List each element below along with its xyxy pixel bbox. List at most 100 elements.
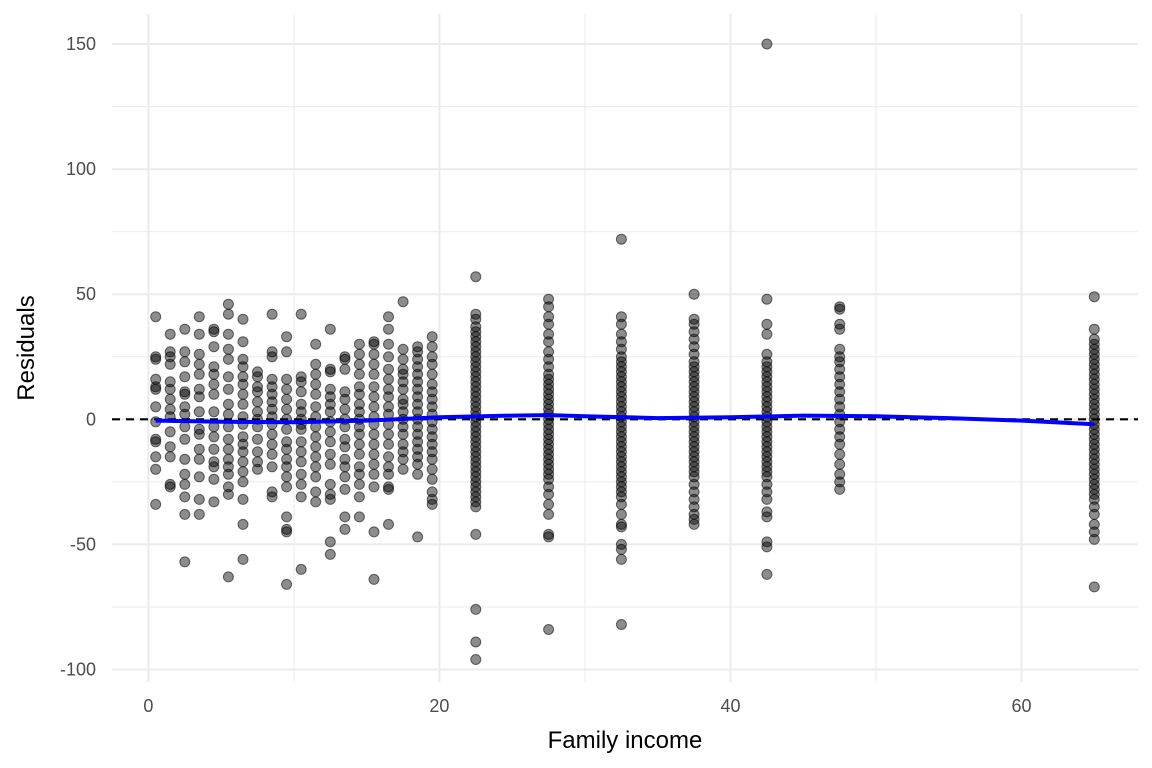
residual-point bbox=[281, 523, 293, 535]
residual-point bbox=[543, 336, 555, 348]
residual-point bbox=[310, 486, 322, 498]
residual-point bbox=[164, 451, 176, 463]
residual-point bbox=[208, 461, 220, 473]
residual-point bbox=[834, 356, 846, 368]
residual-point bbox=[179, 508, 191, 520]
residual-point bbox=[383, 518, 394, 530]
y-tick-label: 50 bbox=[76, 284, 96, 304]
residual-point bbox=[193, 471, 205, 483]
residual-point bbox=[397, 398, 409, 410]
residual-point bbox=[295, 308, 307, 320]
residual-point bbox=[208, 368, 220, 380]
residual-point bbox=[543, 624, 555, 635]
residual-point bbox=[281, 578, 293, 590]
residual-point bbox=[295, 406, 307, 418]
residual-point bbox=[688, 341, 700, 353]
residual-point bbox=[470, 528, 482, 540]
residual-point bbox=[208, 406, 220, 418]
residual-point bbox=[834, 476, 846, 488]
residual-point bbox=[761, 478, 773, 490]
residual-point bbox=[339, 453, 351, 465]
residual-point bbox=[150, 383, 162, 395]
residual-point bbox=[368, 338, 380, 350]
residual-point bbox=[412, 468, 424, 480]
residual-point bbox=[426, 498, 438, 510]
residual-point bbox=[383, 438, 394, 450]
residual-point bbox=[164, 393, 176, 405]
residual-point bbox=[266, 491, 278, 503]
residual-point bbox=[426, 401, 438, 413]
residual-point bbox=[368, 481, 380, 493]
residual-point bbox=[368, 573, 380, 585]
residual-point bbox=[179, 478, 191, 490]
residual-point bbox=[615, 518, 627, 530]
residual-point bbox=[383, 461, 394, 473]
residual-point bbox=[295, 456, 307, 468]
residual-point bbox=[208, 496, 220, 508]
residual-point bbox=[150, 433, 162, 445]
x-tick-label: 60 bbox=[1012, 696, 1032, 716]
residual-point bbox=[324, 383, 336, 395]
residual-point bbox=[688, 288, 700, 300]
residual-point bbox=[295, 563, 307, 575]
x-axis-title: Family income bbox=[548, 727, 703, 754]
residual-point bbox=[615, 543, 627, 555]
residual-point bbox=[222, 571, 234, 583]
residual-point bbox=[397, 368, 409, 380]
residual-point bbox=[193, 493, 205, 505]
residual-point bbox=[543, 318, 555, 330]
residual-point bbox=[397, 421, 409, 433]
residual-point bbox=[281, 453, 293, 465]
residual-point bbox=[426, 341, 438, 353]
residual-point bbox=[761, 493, 773, 505]
residual-point bbox=[164, 481, 176, 493]
residual-point bbox=[295, 398, 307, 410]
residual-point bbox=[1088, 508, 1100, 520]
residual-point bbox=[543, 528, 555, 540]
residual-point bbox=[252, 433, 263, 445]
residual-point bbox=[688, 478, 700, 490]
residual-point bbox=[193, 443, 205, 455]
residual-point bbox=[368, 368, 380, 380]
residual-point bbox=[353, 438, 365, 450]
residual-point bbox=[1088, 533, 1100, 545]
residual-point bbox=[412, 368, 424, 380]
major-gridlines bbox=[112, 14, 1138, 682]
residual-point bbox=[353, 348, 365, 360]
residual-point bbox=[237, 493, 249, 505]
residual-point bbox=[353, 368, 365, 380]
residual-point bbox=[834, 323, 846, 335]
residual-point bbox=[222, 408, 234, 420]
residual-point bbox=[252, 386, 263, 398]
residual-point bbox=[412, 421, 424, 433]
residual-point bbox=[834, 438, 846, 450]
residual-point bbox=[179, 408, 191, 420]
residual-point bbox=[208, 341, 220, 353]
residual-point bbox=[281, 346, 293, 358]
y-tick-label: -100 bbox=[60, 659, 96, 679]
residual-point bbox=[164, 383, 176, 395]
residual-point bbox=[295, 491, 307, 503]
residual-point bbox=[164, 328, 176, 340]
residual-point bbox=[295, 423, 307, 435]
x-tick-label: 0 bbox=[143, 696, 153, 716]
residual-point bbox=[164, 403, 176, 415]
residual-point bbox=[1088, 323, 1100, 335]
residual-point bbox=[761, 38, 773, 50]
residual-point bbox=[193, 406, 205, 418]
residual-point bbox=[368, 448, 380, 460]
residual-point bbox=[237, 466, 249, 478]
residual-point bbox=[208, 473, 220, 485]
residual-point bbox=[368, 348, 380, 360]
residual-point bbox=[237, 438, 249, 450]
residual-point bbox=[281, 383, 293, 395]
residual-point bbox=[412, 361, 424, 373]
residual-point bbox=[688, 501, 700, 513]
residual-point bbox=[222, 383, 234, 395]
residual-point bbox=[237, 398, 249, 410]
residual-point bbox=[615, 311, 627, 323]
residual-point bbox=[237, 353, 249, 365]
residual-point bbox=[150, 436, 162, 448]
residual-point bbox=[324, 391, 336, 403]
residual-point bbox=[426, 431, 438, 443]
